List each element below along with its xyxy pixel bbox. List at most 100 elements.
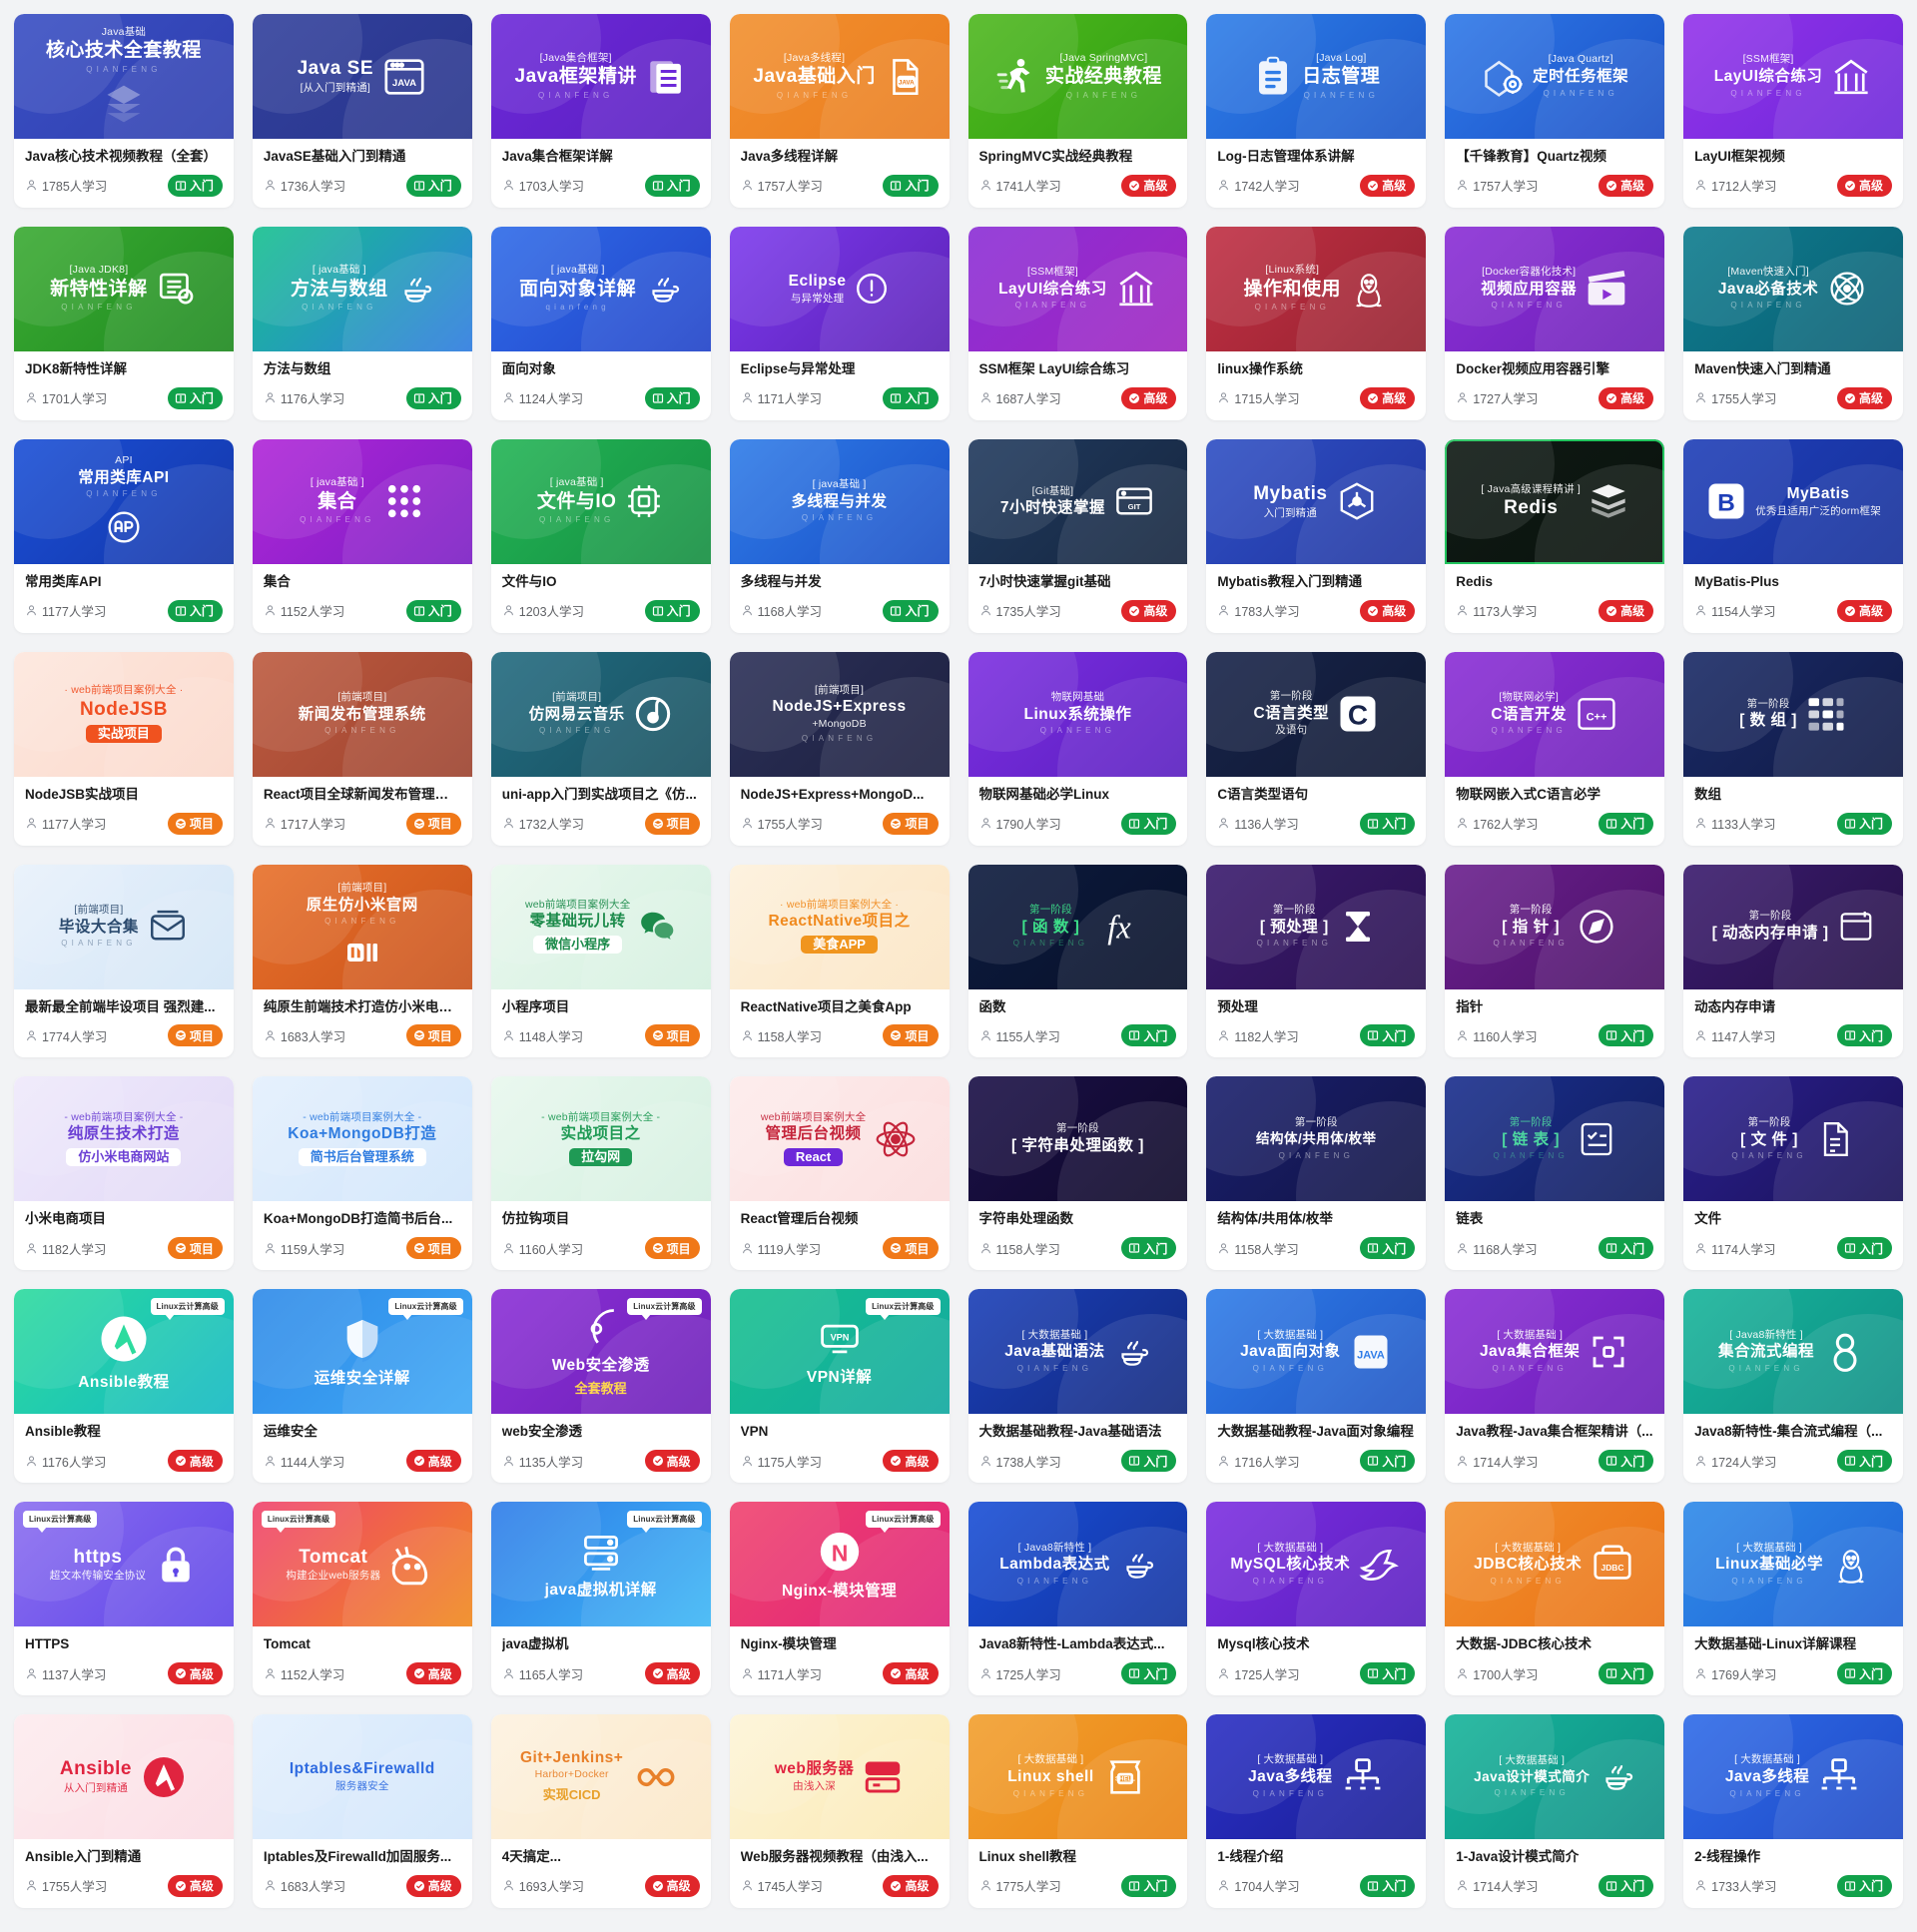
course-card[interactable]: · web前端项目案例大全 · ReactNative项目之 美食APP ReactN… [729,864,950,1058]
level-badge[interactable]: 入门 [1121,812,1177,835]
level-badge[interactable]: 入门 [1360,1237,1416,1260]
course-card[interactable]: 第一阶段 C语言类型 及语句 C C语言类型语句 1136人学习 入门 [1206,651,1427,846]
level-badge[interactable]: 入门 [405,386,461,409]
course-card[interactable]: [前端项目] 仿网易云音乐 QIANFENG uni-app入门到实战项目之《仿...… [490,651,711,846]
level-badge[interactable]: 高级 [405,1450,461,1473]
course-card[interactable]: Linux云计算高级 Tomcat 构建企业web服务器 Tomcat 1152人学习高… [252,1502,472,1695]
level-badge[interactable]: 入门 [1121,1237,1177,1260]
level-badge[interactable]: 高级 [644,1874,700,1897]
course-card[interactable]: - web前端项目案例大全 - 实战项目之 拉勾网 仿拉钩项目 1160人学习 项目 [490,1076,711,1271]
course-card[interactable]: [ 大数据基础 ] JDBC核心技术 QIANFENG JDBC 大数据-JDBC核心技… [1445,1502,1665,1695]
course-card[interactable]: [ 大数据基础 ] Java设计模式简介 QIANFENG 1-Java设计模式简介 1… [1445,1714,1665,1908]
level-badge[interactable]: 入门 [1836,1024,1892,1047]
course-card[interactable]: [ 大数据基础 ] Java多线程 QIANFENG 1-线程介绍 1704人学习 入门 [1206,1714,1427,1908]
level-badge[interactable]: 入门 [1598,1662,1654,1684]
course-card[interactable]: [Docker容器化技术] 视频应用容器 QIANFENG Docker视频应用容器引… [1445,226,1665,420]
course-card[interactable]: [ 大数据基础 ] Java多线程 QIANFENG 2-线程操作 1733人学习 入门 [1683,1714,1903,1908]
level-badge[interactable]: 入门 [1360,1874,1416,1897]
course-card[interactable]: 第一阶段 [ 链 表 ] QIANFENG 链表 1168人学习 入门 [1445,1076,1665,1271]
level-badge[interactable]: 入门 [167,599,223,622]
course-card[interactable]: 第一阶段 [ 文 件 ] QIANFENG 文件 1174人学习 入门 [1683,1076,1903,1271]
course-card[interactable]: 第一阶段 [ 字符串处理函数 ] 字符串处理函数 1158人学习 入门 [967,1076,1188,1271]
course-card[interactable]: 第一阶段 [ 动态内存申请 ] 动态内存申请 1147人学习 入门 [1683,864,1903,1058]
course-card[interactable]: Git+Jenkins+ Harbor+Docker 实现CICD 4天搞定... 16… [490,1714,711,1908]
course-card[interactable]: [前端项目] 原生仿小米官网 QIANFENG 纯原生前端技术打造仿小米电商... 16… [252,864,472,1058]
level-badge[interactable]: 项目 [405,1024,461,1047]
course-card[interactable]: [前端项目] NodeJS+Express +MongoDB QIANFENG Node… [729,651,950,846]
course-card[interactable]: Linux云计算高级 https 超文本传输安全协议 HTTPS 1137人学习 高级 [14,1502,234,1695]
course-card[interactable]: 第一阶段 [ 指 针 ] QIANFENG 指针 1160人学习 入门 [1445,864,1665,1058]
level-badge[interactable]: 入门 [1836,1450,1892,1473]
course-card[interactable]: [ java基础 ] 多线程与并发 QIANFENG 多线程与并发 1168人学习 入门 [729,438,950,633]
course-card[interactable]: Linux云计算高级 运维安全详解 运维安全 1144人学习 高级 [252,1289,472,1484]
course-card[interactable]: [ Java8新特性 ] 集合流式编程 QIANFENG Java8新特性-集合流式编… [1683,1289,1903,1484]
level-badge[interactable]: 高级 [1836,599,1892,622]
course-card[interactable]: [SSM框架] LayUI综合练习 QIANFENG SSM框架 LayUI综合练习 1… [967,226,1188,420]
level-badge[interactable]: 高级 [883,1662,939,1684]
course-card[interactable]: 第一阶段 [ 数 组 ] 数组 1133人学习 入门 [1683,651,1903,846]
course-card[interactable]: Linux云计算高级 Ansible教程 Ansible教程 1176人学习 高级 [14,1289,234,1484]
course-card[interactable]: [Java Log] 日志管理 QIANFENG Log-日志管理体系讲解 1742人学… [1206,14,1427,208]
level-badge[interactable]: 入门 [1836,1237,1892,1260]
course-card[interactable]: web前端项目案例大全 零基础玩儿转 微信小程序 小程序项目 1148人学习 项目 [490,864,711,1058]
course-card[interactable]: 第一阶段 结构体/共用体/枚举 QIANFENG 结构体/共用体/枚举 1158人学习 入… [1206,1076,1427,1271]
course-card[interactable]: 第一阶段 [ 函 数 ] QIANFENG fx 函数 1155人学习 入门 [967,864,1188,1058]
course-card[interactable]: [Maven快速入门] Java必备技术 QIANFENG Maven快速入门到精通 1… [1683,226,1903,420]
level-badge[interactable]: 入门 [1121,1874,1177,1897]
level-badge[interactable]: 项目 [883,1237,939,1260]
level-badge[interactable]: 入门 [1598,1874,1654,1897]
level-badge[interactable]: 高级 [1121,599,1177,622]
course-card[interactable]: 第一阶段 [ 预处理 ] QIANFENG 预处理 1182人学习 入门 [1206,864,1427,1058]
level-badge[interactable]: 入门 [167,174,223,197]
course-card[interactable]: Linux云计算高级 N Nginx-模块管理 Nginx-模块管理 1171人学习 高级 [729,1502,950,1695]
level-badge[interactable]: 项目 [167,1024,223,1047]
course-card[interactable]: [ 大数据基础 ] Linux shell QIANFENG SHELL Linux s… [967,1714,1188,1908]
level-badge[interactable]: 项目 [644,1237,700,1260]
course-card[interactable]: - web前端项目案例大全 - Koa+MongoDB打造 简书后台管理系统 Koa+… [252,1076,472,1271]
level-badge[interactable]: 入门 [883,174,939,197]
level-badge[interactable]: 入门 [644,174,700,197]
course-card[interactable]: [前端项目] 新闻发布管理系统 QIANFENG React项目全球新闻发布管理系统 1… [252,651,472,846]
level-badge[interactable]: 高级 [1121,174,1177,197]
level-badge[interactable]: 高级 [1360,174,1416,197]
course-card[interactable]: Java基础 核心技术全套教程 QIANFENG Java核心技术视频教程（全套） 17… [14,14,234,208]
level-badge[interactable]: 项目 [883,1024,939,1047]
level-badge[interactable]: 高级 [405,1662,461,1684]
course-card[interactable]: [SSM框架] LayUI综合练习 QIANFENG LayUI框架视频 1712人学习… [1683,14,1903,208]
level-badge[interactable]: 入门 [1360,1024,1416,1047]
level-badge[interactable]: 高级 [883,1450,939,1473]
level-badge[interactable]: 入门 [1360,812,1416,835]
course-card[interactable]: Ansible 从入门到精通 Ansible入门到精通 1755人学习 高级 [14,1714,234,1908]
level-badge[interactable]: 高级 [644,1450,700,1473]
level-badge[interactable]: 高级 [1360,386,1416,409]
level-badge[interactable]: 入门 [1836,812,1892,835]
course-card[interactable]: [Java JDK8] 新特性详解 QIANFENG JDK8新特性详解 1701人学习… [14,226,234,420]
level-badge[interactable]: 入门 [1836,1874,1892,1897]
level-badge[interactable]: 项目 [644,1024,700,1047]
level-badge[interactable]: 高级 [1598,386,1654,409]
course-card[interactable]: Mybatis 入门到精通 Mybatis教程入门到精通 1783人学习 高级 [1206,438,1427,633]
course-card[interactable]: · web前端项目案例大全 · NodeJSB 实战项目 NodeJSB实战项目 117… [14,651,234,846]
level-badge[interactable]: 入门 [644,386,700,409]
level-badge[interactable]: 高级 [1836,386,1892,409]
level-badge[interactable]: 项目 [405,812,461,835]
course-card[interactable]: 物联网基础 Linux系统操作 QIANFENG 物联网基础必学Linux 1790人学… [967,651,1188,846]
level-badge[interactable]: 高级 [1598,174,1654,197]
course-card[interactable]: web前端项目案例大全 管理后台视频 React React管理后台视频 1119人学习… [729,1076,950,1271]
course-card[interactable]: Iptables&Firewalld 服务器安全 Iptables及Firewall… [252,1714,472,1908]
course-card[interactable]: [ 大数据基础 ] Java面向对象 QIANFENG JAVA 大数据基础教程-Jav… [1206,1289,1427,1484]
level-badge[interactable]: 高级 [167,1662,223,1684]
course-card[interactable]: Java SE [从入门到精通] JAVA JavaSE基础入门到精通 1736人学习 入… [252,14,472,208]
level-badge[interactable]: 入门 [1121,1662,1177,1684]
course-card[interactable]: [ 大数据基础 ] Java基础语法 QIANFENG 大数据基础教程-Java基础语… [967,1289,1188,1484]
level-badge[interactable]: 项目 [644,812,700,835]
course-card[interactable]: [ java基础 ] 集合 QIANFENG 集合 1152人学习 入门 [252,438,472,633]
level-badge[interactable]: 项目 [167,812,223,835]
course-card[interactable]: [Git基础] 7小时快速掌握 GIT 7小时快速掌握git基础 1735人学习 高级 [967,438,1188,633]
level-badge[interactable]: 入门 [1121,1024,1177,1047]
course-card[interactable]: [ 大数据基础 ] Java集合框架 QIANFENG Java教程-Java集合框架… [1445,1289,1665,1484]
level-badge[interactable]: 项目 [405,1237,461,1260]
course-card[interactable]: API 常用类库API QIANFENG 常用类库API 1177人学习 入门 [14,438,234,633]
level-badge[interactable]: 高级 [167,1874,223,1897]
level-badge[interactable]: 入门 [1836,1662,1892,1684]
